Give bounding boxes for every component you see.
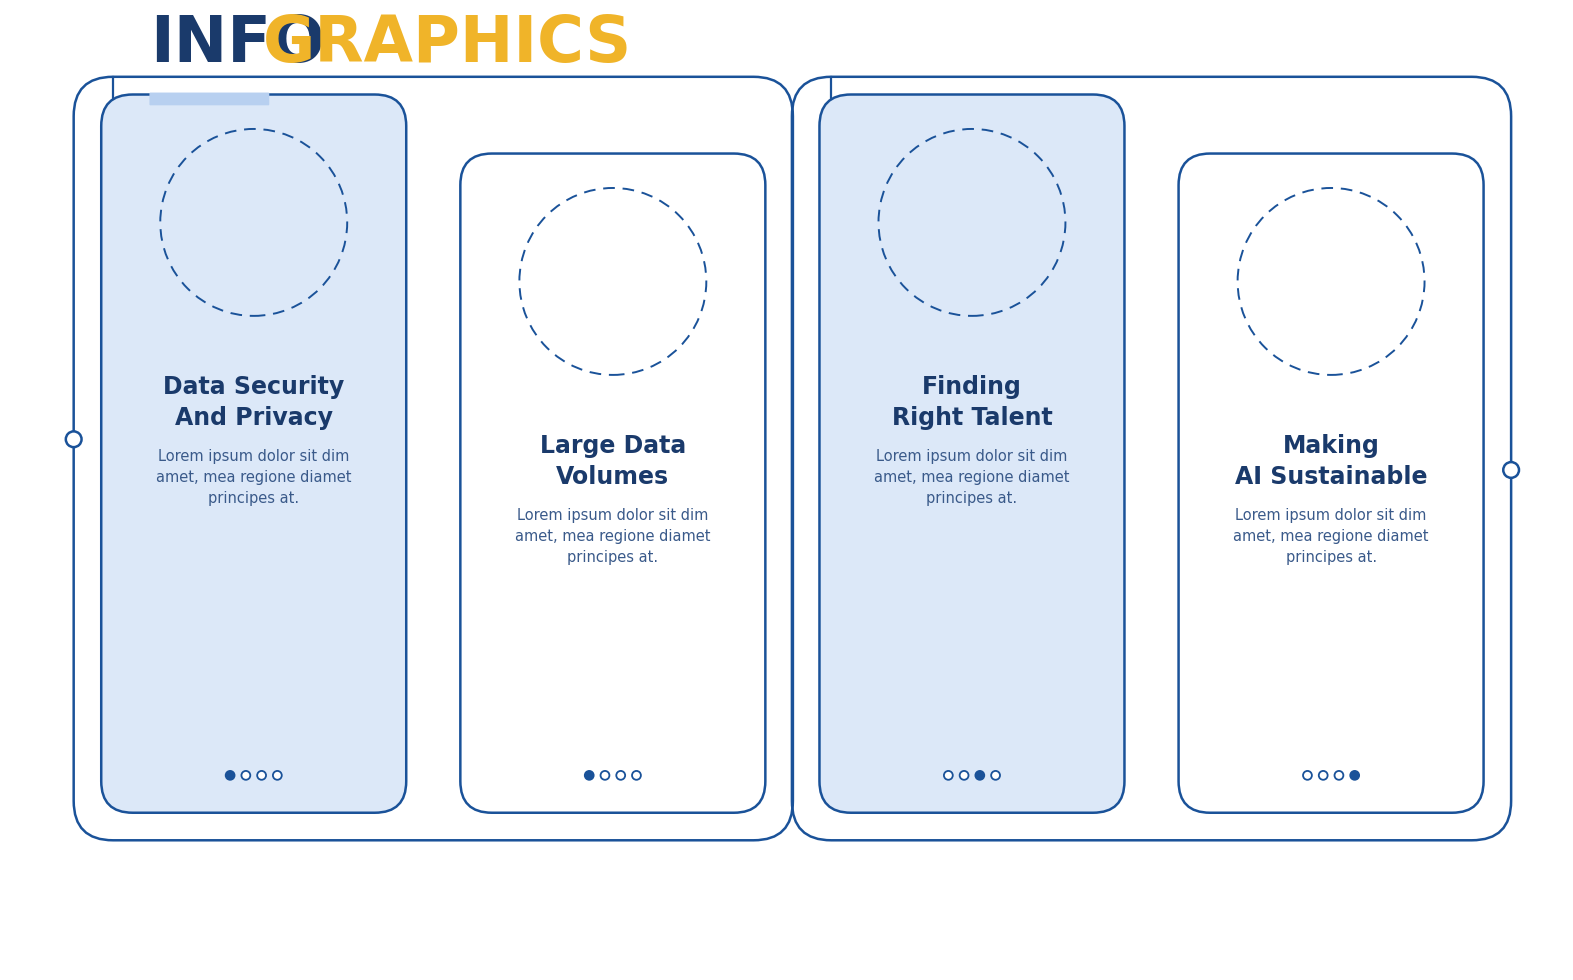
Text: Lorem ipsum dolor sit dim
amet, mea regione diamet
principes at.: Lorem ipsum dolor sit dim amet, mea regi… xyxy=(514,508,711,564)
Circle shape xyxy=(66,431,82,447)
Circle shape xyxy=(632,771,640,780)
Text: Making
AI Sustainable: Making AI Sustainable xyxy=(1235,434,1427,489)
Circle shape xyxy=(1334,771,1343,780)
Text: Data Security
And Privacy: Data Security And Privacy xyxy=(164,375,344,429)
FancyBboxPatch shape xyxy=(149,92,269,105)
Circle shape xyxy=(585,771,593,780)
Circle shape xyxy=(944,771,953,780)
Circle shape xyxy=(991,771,1000,780)
Circle shape xyxy=(256,771,266,780)
Text: Lorem ipsum dolor sit dim
amet, mea regione diamet
principes at.: Lorem ipsum dolor sit dim amet, mea regi… xyxy=(1233,508,1428,564)
Text: INFO: INFO xyxy=(151,13,326,74)
Text: Large Data
Volumes: Large Data Volumes xyxy=(540,434,686,489)
Circle shape xyxy=(241,771,250,780)
FancyBboxPatch shape xyxy=(461,154,766,812)
Circle shape xyxy=(960,771,969,780)
FancyBboxPatch shape xyxy=(820,94,1125,812)
Circle shape xyxy=(601,771,609,780)
Circle shape xyxy=(975,771,985,780)
Text: GRAPHICS: GRAPHICS xyxy=(263,13,632,74)
Circle shape xyxy=(1504,463,1520,478)
Text: Finding
Right Talent: Finding Right Talent xyxy=(892,375,1052,429)
Circle shape xyxy=(1318,771,1328,780)
Circle shape xyxy=(225,771,234,780)
FancyBboxPatch shape xyxy=(1178,154,1483,812)
Circle shape xyxy=(1302,771,1312,780)
Circle shape xyxy=(1350,771,1359,780)
Text: Lorem ipsum dolor sit dim
amet, mea regione diamet
principes at.: Lorem ipsum dolor sit dim amet, mea regi… xyxy=(875,449,1070,506)
Circle shape xyxy=(274,771,282,780)
Circle shape xyxy=(617,771,624,780)
FancyBboxPatch shape xyxy=(101,94,406,812)
Text: Lorem ipsum dolor sit dim
amet, mea regione diamet
principes at.: Lorem ipsum dolor sit dim amet, mea regi… xyxy=(156,449,351,506)
